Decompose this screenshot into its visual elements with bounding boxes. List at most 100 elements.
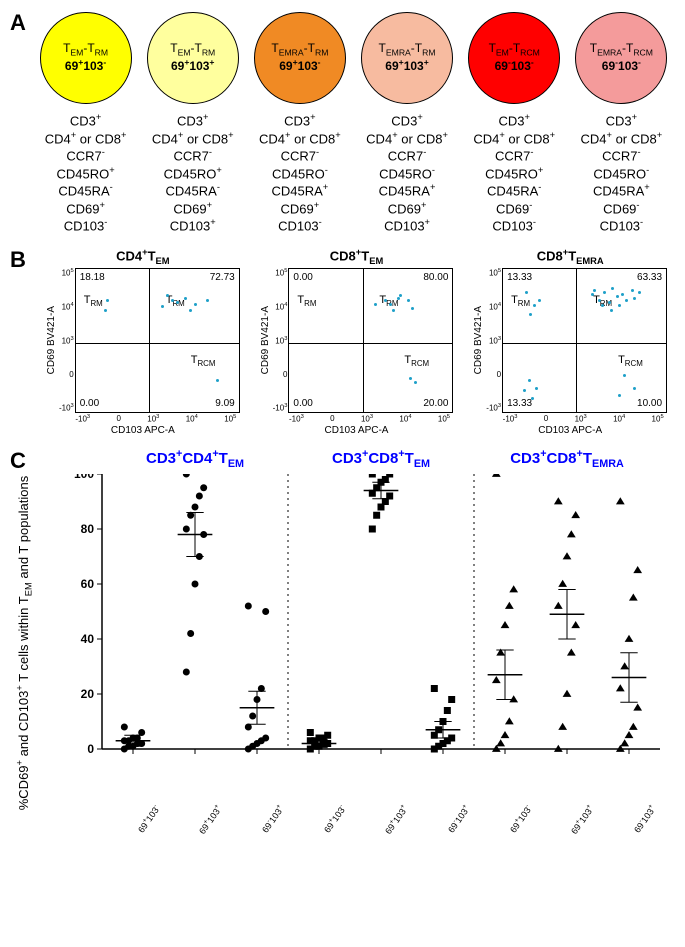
facs-dot [618,394,621,397]
svg-text:80: 80 [81,522,95,536]
svg-text:60: 60 [81,577,95,591]
marker-item: CD69+ [366,200,448,218]
marker-item: CD3+ [152,112,234,130]
population-circle: TEMRA-TRM 69+103+ [361,12,453,104]
marker-list: CD3+CD4+ or CD8+CCR7-CD45RO-CD45RA+CD69-… [580,112,662,235]
quadrant-value: 13.33 [507,272,532,283]
tick-label: 104 [62,302,74,312]
circle-bot: 69-103- [495,58,534,74]
facs-dot [529,313,532,316]
facs-dot [189,309,192,312]
facs-plot: CD8+TEMRACD69 BV421-A1051041030-10313.33… [465,247,675,436]
quadrant-text: TRM [379,294,398,308]
facs-dot [206,299,209,302]
quadrant-text: TRCM [618,354,643,368]
marker-item: CD103- [473,217,555,235]
quadrant-text: TRM [297,294,316,308]
facs-xlabel: CD103 APC-A [538,425,602,436]
marker-item: CD3+ [259,112,341,130]
facs-dot [374,303,377,306]
panel-c-chart: CD3+CD4+TEMCD3+CD8+TEMCD3+CD8+TEMRA 0204… [60,452,660,792]
xcat-group: 69+103-69+103+69-103+ [474,785,660,814]
marker-item: CCR7- [152,147,234,165]
marker-item: CD69- [473,200,555,218]
xcat-group: 69+103-69+103+69-103+ [102,785,288,814]
population-col: TEMRA-TRM 69+103+CD3+CD4+ or CD8+CCR7-CD… [355,12,460,235]
marker-item: CD103- [259,217,341,235]
crosshair-v [149,269,150,412]
circle-top: TEMRA-TRCM [590,42,653,58]
facs-plot: CD8+TEMCD69 BV421-A1051041030-1030.0080.… [252,247,462,436]
marker-item: CCR7- [259,147,341,165]
group-title: CD3+CD4+TEM [102,448,288,470]
facs-xlabel: CD103 APC-A [111,425,175,436]
facs-dot [535,387,538,390]
facs-xticks: -1030103104105 [73,414,238,424]
tick-label: 0 [544,414,548,424]
tick-label: 103 [575,414,587,424]
tick-label: 103 [62,336,74,346]
facs-dot [625,299,628,302]
tick-label: 0 [497,370,501,379]
facs-dot [616,295,619,298]
facs-dot [176,301,179,304]
svg-text:100: 100 [74,474,94,481]
marker-item: CD45RO- [259,165,341,183]
tick-label: 105 [652,414,664,424]
facs-dot [392,309,395,312]
tick-label: 0 [116,414,120,424]
tick-label: -103 [486,403,501,413]
facs-dot [610,309,613,312]
marker-item: CD45RA+ [366,182,448,200]
xcat-label: 69-103+ [626,803,658,842]
population-circle: TEM-TRM 69+103- [40,12,132,104]
facs-xticks: -1030103104105 [287,414,452,424]
facs-dot [593,289,596,292]
circle-top: TEMRA-TRM [379,42,436,58]
tick-label: 105 [489,268,501,278]
xcat-label: 69+103+ [378,803,410,842]
tick-label: 104 [275,302,287,312]
facs-dot [409,377,412,380]
marker-item: CD45RO- [366,165,448,183]
marker-item: CD45RA+ [259,182,341,200]
population-col: TEMRA-TRM 69+103-CD3+CD4+ or CD8+CCR7-CD… [247,12,352,235]
facs-dot [523,389,526,392]
tick-label: 104 [399,414,411,424]
quadrant-value: 0.00 [293,272,312,283]
marker-item: CD4+ or CD8+ [366,130,448,148]
circle-top: TEMRA-TRM [271,42,328,58]
marker-item: CD69+ [152,200,234,218]
facs-dot [531,397,534,400]
marker-item: CD3+ [45,112,127,130]
marker-item: CD45RO- [580,165,662,183]
facs-dot [184,297,187,300]
circle-top: TEM-TRM [63,42,108,58]
facs-plot-area: 13.3363.3313.3310.00TRMTRMTRCM [502,268,667,413]
facs-dot [194,303,197,306]
marker-item: CD69+ [259,200,341,218]
tick-label: -103 [273,403,288,413]
marker-item: CD45RA- [45,182,127,200]
marker-item: CD3+ [580,112,662,130]
facs-dot [618,304,621,307]
circle-bot: 69+103+ [171,58,214,74]
quadrant-value: 10.00 [637,398,662,409]
population-col: TEM-TRM 69+103+CD3+CD4+ or CD8+CCR7-CD45… [140,12,245,235]
panel-c-xcats: 69+103-69+103+69-103+ 69+103-69+103+69-10… [102,785,660,814]
marker-item: CCR7- [580,147,662,165]
circle-bot: 69+103- [65,58,106,74]
quadrant-text: TRCM [404,354,429,368]
facs-dot [611,287,614,290]
facs-dot [538,299,541,302]
population-circle: TEMRA-TRM 69+103- [254,12,346,104]
facs-dot [407,299,410,302]
svg-text:40: 40 [81,632,95,646]
tick-label: 0 [283,370,287,379]
facs-xticks: -1030103104105 [501,414,666,424]
facs-dot [621,293,624,296]
facs-wrap: CD69 BV421-A1051041030-10313.3363.3313.3… [473,268,667,413]
crosshair-h [76,343,239,344]
tick-label: 104 [186,414,198,424]
panel-c-svg: 020406080100 [60,474,660,774]
